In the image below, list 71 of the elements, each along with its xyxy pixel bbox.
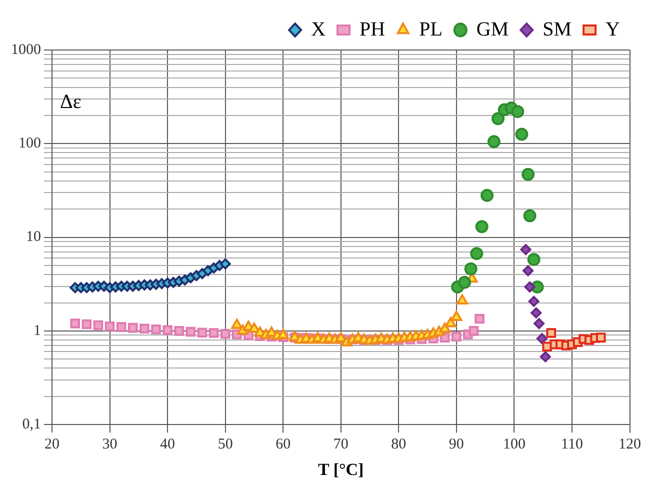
- point: [515, 128, 528, 141]
- x-tick-label: 90: [448, 436, 464, 453]
- point: [523, 209, 536, 222]
- point: [151, 324, 161, 334]
- point: [220, 329, 230, 339]
- point: [186, 326, 196, 337]
- point: [82, 319, 92, 330]
- point: [464, 262, 478, 276]
- point: [530, 307, 542, 318]
- point: [487, 135, 500, 148]
- x-tick-label: 50: [218, 436, 233, 453]
- point: [93, 320, 104, 330]
- legend-label: Y: [606, 18, 620, 40]
- x-tick-label: 120: [618, 436, 641, 453]
- x-axis-title: T [°C]: [318, 460, 364, 480]
- point: [524, 281, 536, 292]
- y-tick-label: 100: [18, 136, 41, 152]
- point: [70, 318, 80, 328]
- legend-label: SM: [542, 18, 572, 40]
- point: [140, 324, 150, 334]
- point: [116, 322, 126, 332]
- y-tick-label: 0,1: [22, 416, 41, 433]
- legend-label: GM: [476, 18, 509, 40]
- point: [474, 314, 484, 324]
- point: [536, 333, 548, 344]
- y-axis-title: Δε: [60, 91, 82, 114]
- y-tick-label: 1: [34, 322, 41, 339]
- point: [456, 294, 468, 305]
- x-tick-label: 40: [160, 436, 176, 453]
- point: [540, 351, 551, 362]
- point: [208, 328, 219, 338]
- point: [197, 328, 208, 338]
- point: [277, 328, 289, 339]
- y-tick-label: 10: [26, 229, 41, 246]
- point: [231, 318, 243, 330]
- point: [444, 317, 456, 328]
- y-tick-label: 1000: [11, 42, 41, 58]
- point: [104, 321, 115, 332]
- point: [511, 105, 524, 118]
- point: [475, 220, 488, 234]
- point: [492, 112, 505, 126]
- point: [470, 247, 484, 260]
- x-tick-label: 110: [561, 436, 583, 453]
- x-tick-label: 100: [502, 436, 526, 453]
- x-tick-label: 60: [276, 436, 291, 453]
- point: [534, 318, 545, 330]
- point: [174, 326, 184, 336]
- point: [452, 332, 462, 342]
- point: [596, 332, 606, 342]
- point: [520, 244, 532, 256]
- point: [522, 265, 534, 276]
- point: [522, 168, 535, 181]
- legend-label: PL: [419, 18, 442, 40]
- point: [527, 252, 540, 266]
- x-tick-label: 30: [102, 436, 118, 453]
- x-tick-label: 70: [333, 436, 348, 453]
- point: [458, 276, 472, 289]
- legend-label: X: [311, 18, 326, 40]
- point: [220, 258, 231, 270]
- point: [248, 322, 260, 333]
- point: [162, 325, 172, 336]
- x-tick-label: 80: [391, 436, 406, 453]
- point: [450, 310, 462, 322]
- x-tick-label: 20: [44, 436, 60, 453]
- point: [542, 342, 552, 352]
- point: [128, 322, 138, 333]
- point: [468, 326, 479, 336]
- point: [546, 328, 556, 338]
- point: [528, 296, 540, 307]
- legend-label: PH: [360, 18, 386, 40]
- point: [480, 188, 494, 202]
